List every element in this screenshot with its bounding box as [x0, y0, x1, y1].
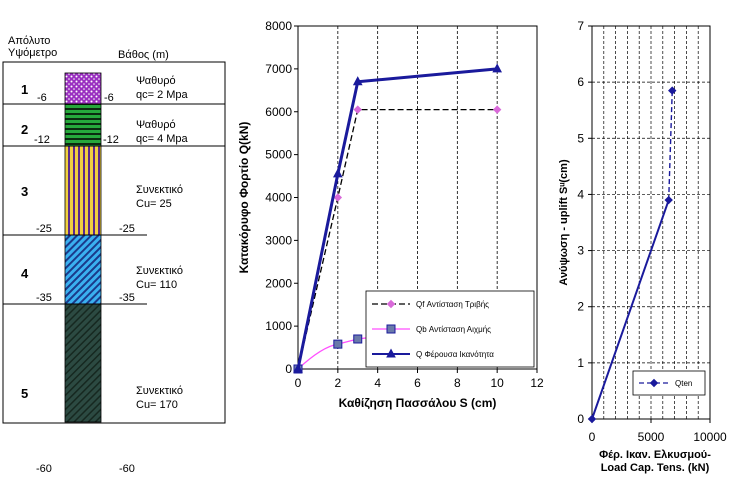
- layer-4-number: 4: [21, 266, 29, 281]
- data-point: [664, 195, 673, 205]
- x-tick-label: 5000: [638, 430, 665, 444]
- legend-label: Qf Αντίσταση Τριβής: [416, 300, 489, 309]
- data-point: [333, 193, 343, 202]
- series-line: [591, 199, 670, 420]
- y-tick-label: 0: [577, 412, 584, 426]
- layer-5-desc-2: Cu= 170: [136, 399, 178, 411]
- x-tick-label: 8: [454, 376, 461, 390]
- x-axis-label: Καθίζηση Πασσάλου S (cm): [339, 396, 497, 410]
- data-point: [333, 168, 343, 178]
- layer-5-desc-1: Συνεκτικό: [136, 385, 183, 397]
- layer-3-elev-left: -25: [36, 223, 52, 235]
- y-tick-label: 5000: [265, 148, 292, 162]
- profile-drawing: [2, 61, 226, 424]
- legend-label: Qten: [675, 379, 692, 388]
- layer-4-fill: [64, 234, 102, 305]
- layer-5-number: 5: [21, 386, 29, 401]
- series-line: [296, 67, 498, 370]
- layer-2-fill: [64, 103, 102, 147]
- x-tick-label: 0: [295, 376, 302, 390]
- data-point: [353, 334, 363, 344]
- layer-5-fill: [64, 303, 102, 423]
- data-point: [492, 105, 502, 114]
- x-axis-label-2: Load Cap. Tens. (kN): [601, 462, 710, 474]
- x-tick-label: 12: [530, 376, 544, 390]
- y-axis-label: Ανύψωση - uplift Sᵘ(cm): [558, 159, 570, 286]
- legend-box: [632, 370, 706, 396]
- layer-4-elev-right: -35: [119, 292, 135, 304]
- layer-2-elev-right: -12: [103, 134, 119, 146]
- layer-3-desc-1: Συνεκτικό: [136, 184, 183, 196]
- layer-3-elev-right: -25: [119, 223, 135, 235]
- y-tick-label: 6000: [265, 105, 292, 119]
- legend-label: Qb Αντίσταση Αιχμής: [416, 325, 491, 334]
- y-tick-label: 6: [577, 75, 584, 89]
- layer-2-desc-1: Ψαθυρό: [136, 119, 176, 131]
- x-tick-label: 0: [589, 430, 596, 444]
- y-tick-label: 8000: [265, 19, 292, 33]
- data-point: [333, 339, 343, 349]
- data-point: [587, 414, 597, 424]
- layer-2-elev-left: -12: [34, 134, 50, 146]
- profile-header-left-1: Απόλυτο: [8, 35, 51, 47]
- y-tick-label: 7: [577, 19, 584, 33]
- legend-swatch-marker: [386, 348, 396, 358]
- x-tick-label: 2: [334, 376, 341, 390]
- data-point: [352, 76, 363, 86]
- y-tick-label: 2: [577, 300, 584, 314]
- legend-label: Q Φέρουσα Ικανότητα: [416, 350, 494, 359]
- y-tick-label: 2000: [265, 276, 292, 290]
- bottom-elev-right: -60: [119, 463, 135, 475]
- profile-header-right: Βάθος (m): [118, 49, 169, 61]
- layer-3-desc-2: Cu= 25: [136, 198, 172, 210]
- x-tick-label: 6: [414, 376, 421, 390]
- x-tick-label: 10: [490, 376, 504, 390]
- data-point: [293, 363, 303, 373]
- series-2: [293, 63, 502, 373]
- profile-header-left-2: Υψόμετρο: [8, 47, 58, 59]
- y-tick-label: 4: [577, 187, 584, 201]
- layer-3-fill: [64, 145, 102, 236]
- layer-1-elev-left: -6: [37, 92, 47, 104]
- bottom-elev-left: -60: [36, 463, 52, 475]
- layer-4-desc-2: Cu= 110: [136, 279, 178, 291]
- series-line: [297, 108, 498, 370]
- layer-1-desc-2: qc= 2 Mpa: [136, 89, 188, 101]
- y-tick-label: 1000: [265, 319, 292, 333]
- profile-frame: [2, 61, 226, 424]
- series-line: [668, 90, 673, 201]
- y-tick-label: 1: [577, 356, 584, 370]
- series-qten: [587, 86, 677, 424]
- legend-swatch-marker: [386, 299, 396, 309]
- y-tick-label: 5: [577, 131, 584, 145]
- data-point: [492, 63, 502, 73]
- legend-swatch-marker: [386, 324, 396, 334]
- layer-3-number: 3: [21, 184, 29, 199]
- legend-swatch-marker: [649, 378, 659, 388]
- x-tick-label: 10000: [693, 430, 727, 444]
- layer-1-desc-1: Ψαθυρό: [136, 75, 176, 87]
- y-tick-label: 3000: [265, 233, 292, 247]
- y-tick-label: 4000: [265, 191, 292, 205]
- layer-2-desc-2: qc= 4 Mpa: [136, 133, 188, 145]
- y-tick-label: 7000: [265, 62, 292, 76]
- layer-4-desc-1: Συνεκτικό: [136, 265, 183, 277]
- y-tick-label: 3: [577, 244, 584, 258]
- layer-2-number: 2: [21, 122, 29, 137]
- layer-1-fill: [64, 72, 102, 105]
- x-tick-label: 4: [374, 376, 381, 390]
- data-point: [353, 105, 362, 114]
- data-point: [668, 86, 677, 95]
- x-axis-label-1: Φέρ. Ικαν. Ελκυσμού-: [599, 449, 711, 461]
- layer-1-number: 1: [21, 82, 29, 97]
- layer-4-elev-left: -35: [36, 292, 52, 304]
- y-tick-label: 0: [285, 362, 292, 376]
- layer-1-elev-right: -6: [104, 92, 114, 104]
- y-axis-label: Κατακόρυφο Φορτίο Q(kN): [237, 122, 251, 274]
